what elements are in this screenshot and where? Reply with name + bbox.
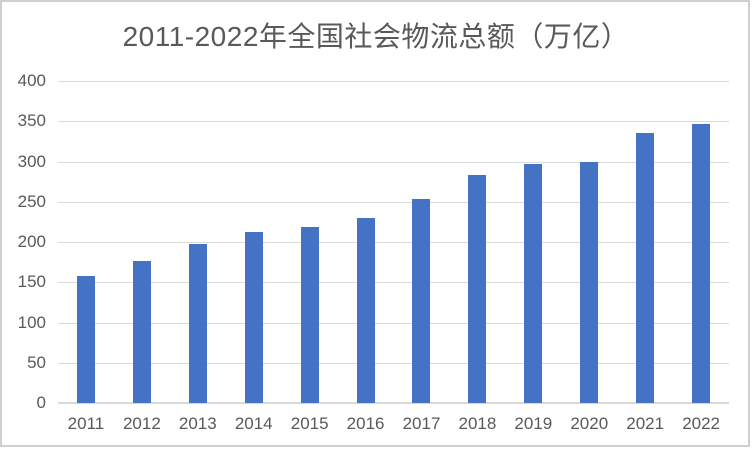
x-axis-tick-label: 2018 — [458, 414, 497, 433]
bar-2018 — [468, 175, 487, 403]
x-axis-tick-label: 2016 — [346, 414, 385, 433]
bar-2011 — [76, 275, 95, 403]
gridline — [58, 201, 729, 203]
bars-container — [58, 81, 729, 403]
y-axis-tick-label: 300 — [17, 151, 46, 171]
bar-slot-2013 — [170, 81, 226, 403]
y-axis: 0 50 100 150 200 250 300 350 400 — [0, 72, 46, 412]
bar-slot-2011 — [58, 81, 114, 403]
bar-2021 — [636, 133, 655, 403]
gridline — [58, 81, 729, 82]
bar-slot-2020 — [561, 81, 617, 403]
y-axis-tick-label: 150 — [17, 272, 46, 292]
y-axis-tick-label: 50 — [27, 352, 46, 372]
bar-2019 — [524, 163, 543, 403]
bar-slot-2012 — [114, 81, 170, 403]
x-axis-tick-label: 2012 — [122, 414, 161, 433]
x-axis-tick-label: 2015 — [290, 414, 329, 433]
bar-2016 — [356, 217, 375, 403]
x-axis-tick-label: 2022 — [682, 414, 721, 433]
bar-slot-2019 — [505, 81, 561, 403]
y-axis-tick-label: 400 — [17, 71, 46, 90]
y-axis-tick-label: 100 — [17, 312, 46, 332]
bar-2020 — [580, 161, 599, 403]
bar-slot-2022 — [673, 81, 729, 403]
x-axis-tick-label: 2021 — [626, 414, 665, 433]
gridline — [58, 362, 729, 364]
bar-2014 — [244, 231, 263, 403]
gridline — [58, 282, 729, 284]
bar-slot-2018 — [449, 81, 505, 403]
gridline — [58, 121, 729, 123]
x-axis-tick-label: 2011 — [67, 414, 105, 433]
bar-slot-2021 — [617, 81, 673, 403]
x-axis: 2011 2012 2013 2014 2015 2016 2017 2018 2019 2020… — [58, 413, 729, 434]
x-axis-tick-label: 2013 — [178, 414, 217, 433]
bar-2022 — [692, 123, 711, 403]
x-axis-tick-label: 2014 — [234, 414, 273, 433]
gridline — [58, 242, 729, 243]
y-axis-tick-label: 350 — [17, 111, 46, 131]
gridline — [58, 322, 729, 324]
bar-2013 — [188, 243, 207, 403]
gridline — [58, 161, 729, 163]
bar-slot-2017 — [394, 81, 450, 403]
bar-slot-2014 — [226, 81, 282, 403]
bar-slot-2015 — [282, 81, 338, 403]
y-axis-tick-label: 0 — [36, 393, 46, 412]
x-axis-tick-label: 2017 — [402, 414, 441, 433]
x-axis-tick-label: 2019 — [514, 414, 553, 433]
bar-2012 — [132, 260, 151, 403]
y-axis-tick-label: 250 — [17, 191, 46, 211]
bar-2015 — [300, 226, 319, 403]
x-axis-tick-label: 2020 — [570, 414, 609, 433]
bar-slot-2016 — [338, 81, 394, 403]
chart-title: 2011-2022年全国社会物流总额（万亿） — [122, 21, 630, 52]
x-axis-line — [58, 402, 729, 404]
bar-2017 — [412, 199, 431, 403]
y-axis-tick-label: 200 — [17, 232, 46, 251]
plot-area — [58, 81, 729, 404]
